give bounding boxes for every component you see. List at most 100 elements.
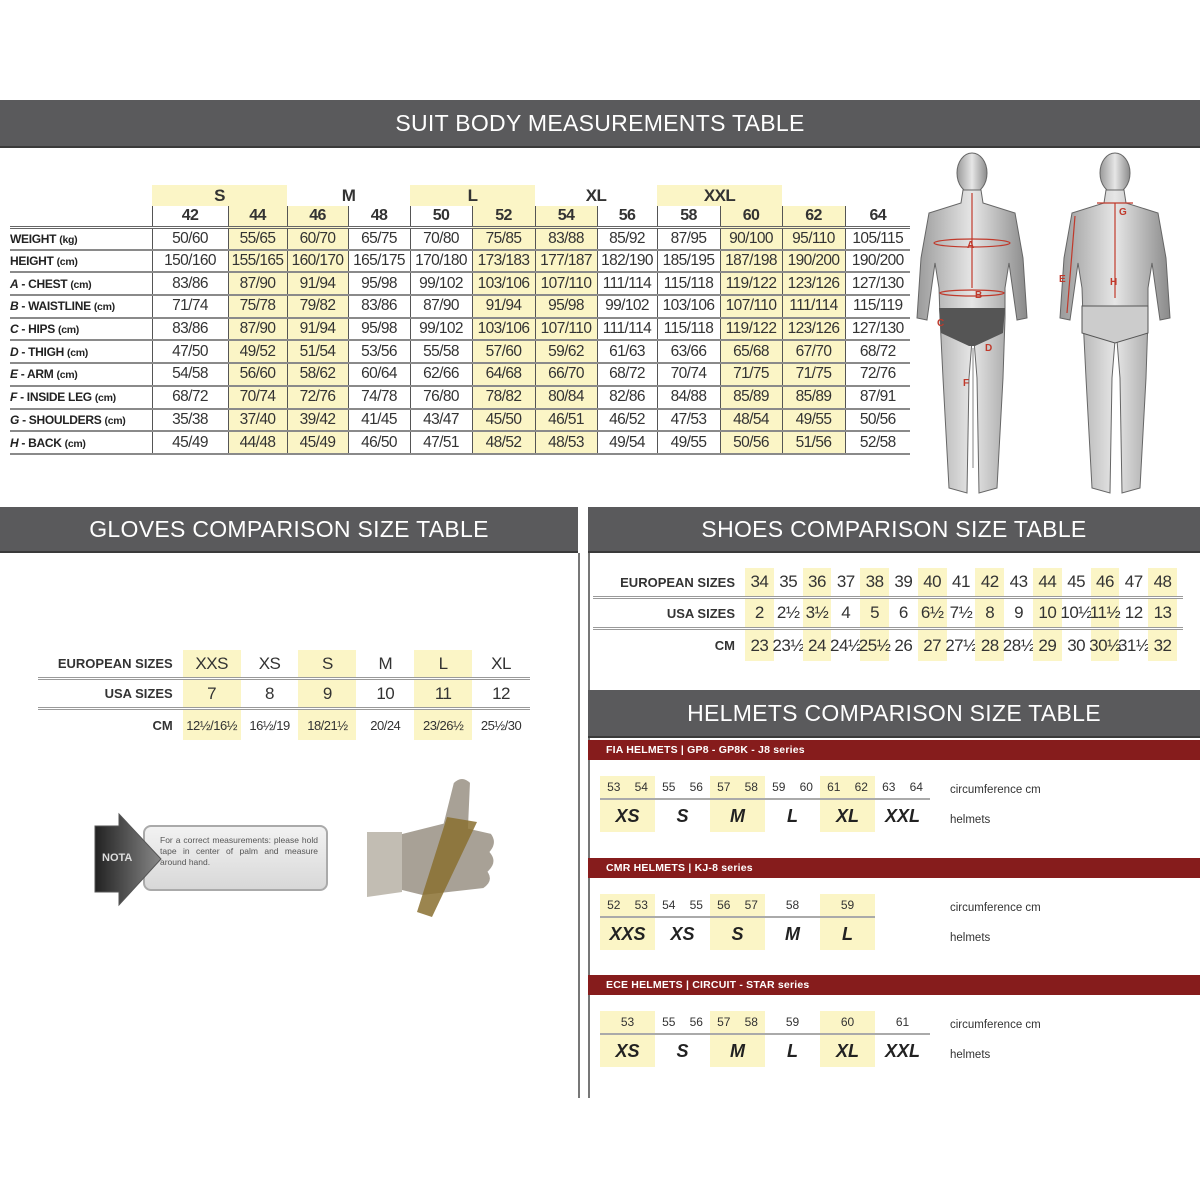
row-letter: G <box>10 412 20 427</box>
row-name: - BACK <box>18 435 62 450</box>
table-cell: 190/200 <box>844 249 910 274</box>
row-name: HEIGHT <box>10 254 54 269</box>
table-cell: 87/90 <box>227 272 287 297</box>
circumference-values: 58 <box>765 894 820 918</box>
helmet-size-column: 54 55 XS <box>655 894 710 950</box>
table-cell: 25½/30 <box>480 717 522 733</box>
row-unit: (cm) <box>56 369 78 382</box>
table-cell: 49/52 <box>227 340 287 365</box>
row-label: C - HIPS (cm) <box>10 317 152 342</box>
table-cell: 78/82 <box>471 385 535 410</box>
figure-letter-h: H <box>1110 277 1117 288</box>
table-cell: 127/130 <box>844 272 910 297</box>
circumference-value: 58 <box>785 898 800 912</box>
row-label: D - THIGH (cm) <box>10 340 152 365</box>
table-cell: 43 <box>1009 572 1028 591</box>
table-cell: 46/51 <box>534 408 597 433</box>
circumference-value: 59 <box>840 898 855 912</box>
row-label: B - WAISTLINE (cm) <box>10 295 152 319</box>
circumference-value: 58 <box>744 1015 758 1029</box>
table-cell: 39 <box>894 572 913 591</box>
table-cell: 28 <box>975 630 1005 661</box>
helmet-size: M <box>730 805 745 826</box>
table-cell: 9 <box>1014 603 1024 622</box>
helmet-series-bar: FIA HELMETS | GP8 - GP8K - J8 series <box>588 740 1200 760</box>
figure-letter-g: G <box>1119 207 1127 218</box>
table-cell: 67/70 <box>781 340 845 365</box>
row-unit: (kg) <box>59 233 78 246</box>
circumference-value: 60 <box>799 780 813 794</box>
helmets-section-header: HELMETS COMPARISON SIZE TABLE <box>588 690 1200 738</box>
row-label: A - CHEST (cm) <box>10 272 152 297</box>
table-cell: 155/165 <box>227 249 287 274</box>
table-cell: 48 <box>1148 568 1177 596</box>
helmet-size: XL <box>835 805 859 826</box>
body-measurement-figure: A B C D F G E H <box>916 152 1171 494</box>
table-cell: 6½ <box>917 599 947 627</box>
size-group-header <box>10 185 152 206</box>
table-cell: 58/62 <box>286 363 348 387</box>
table-cell: S <box>298 650 357 677</box>
table-cell: 12½/16½ <box>182 710 241 740</box>
row-name: - ARM <box>17 367 54 382</box>
circumference-values: 53 <box>600 1011 655 1035</box>
table-cell: 11½ <box>1090 599 1121 627</box>
row-name: - THIGH <box>18 344 64 359</box>
circumference-value: 52 <box>607 898 621 912</box>
figure-letter-a: A <box>967 240 974 251</box>
circumference-value: 57 <box>744 898 758 912</box>
table-cell: 44 <box>1032 568 1062 596</box>
row-letter: E <box>10 367 18 382</box>
table-cell: 27 <box>917 630 947 661</box>
table-row: EUROPEAN SIZES 34 35 36 37 38 39 40 41 42 43 44 45 46… <box>593 568 1183 599</box>
circumference-values: 53 54 <box>600 776 655 800</box>
helmet-size-column: 58 M <box>765 894 820 950</box>
row-label: F - INSIDE LEG (cm) <box>10 385 152 410</box>
table-cell: 7½ <box>949 603 973 622</box>
thumbs-up-hand-icon <box>365 775 498 917</box>
size-number-header: 52 <box>471 206 535 229</box>
table-cell: 20/24 <box>370 717 401 733</box>
table-cell: 46/52 <box>596 408 657 433</box>
row-unit: (cm) <box>64 437 86 450</box>
row-label: E - ARM (cm) <box>10 363 152 387</box>
helmet-series-bar: CMR HELMETS | KJ-8 series <box>588 858 1200 878</box>
table-cell: 60/70 <box>286 227 348 251</box>
table-row: USA SIZES 7 8 9 10 11 12 <box>38 680 530 710</box>
helmet-size: M <box>730 1040 745 1061</box>
table-cell: XXS <box>182 650 241 677</box>
table-cell: 26 <box>894 635 913 655</box>
corner-cell <box>10 206 152 229</box>
note-text-box <box>143 825 328 891</box>
helmet-size-column: 63 64 XXL <box>875 776 930 832</box>
table-cell: 45/50 <box>471 408 535 433</box>
circumference-value: 56 <box>689 780 703 794</box>
row-label: G - SHOULDERS (cm) <box>10 408 152 433</box>
helmet-size-column: 56 57 S <box>710 894 765 950</box>
helmet-size: S <box>731 923 744 944</box>
note-box: NOTA For a correct measurements: please … <box>93 812 333 907</box>
table-cell: 37 <box>836 572 855 591</box>
table-cell: 56/60 <box>227 363 287 387</box>
table-cell: 65/75 <box>347 227 410 251</box>
table-cell: 2 <box>745 599 774 627</box>
helmet-size-column: 60 XL <box>820 1011 875 1067</box>
circumference-values: 61 <box>875 1011 930 1035</box>
table-cell: 18/21½ <box>298 710 357 740</box>
table-cell: 11 <box>414 680 473 707</box>
size-group-header: XXL <box>657 185 782 206</box>
table-cell: 48/52 <box>471 431 535 455</box>
row-unit: (cm) <box>70 278 92 291</box>
table-cell: 40 <box>917 568 947 596</box>
gloves-right-border <box>578 553 580 1098</box>
table-cell: 47/51 <box>409 431 472 455</box>
table-cell: 28½ <box>1002 635 1035 655</box>
circumference-values: 55 56 <box>655 776 710 800</box>
table-cell: 87/90 <box>409 295 472 319</box>
table-cell: 115/118 <box>656 272 720 297</box>
table-row: B - WAISTLINE (cm) 71/74 75/78 79/82 83/86 87… <box>10 295 910 319</box>
table-cell: 123/126 <box>781 317 845 342</box>
row-name: WEIGHT <box>10 231 57 246</box>
table-cell: 70/74 <box>656 363 720 387</box>
table-cell: 23½ <box>772 635 804 655</box>
